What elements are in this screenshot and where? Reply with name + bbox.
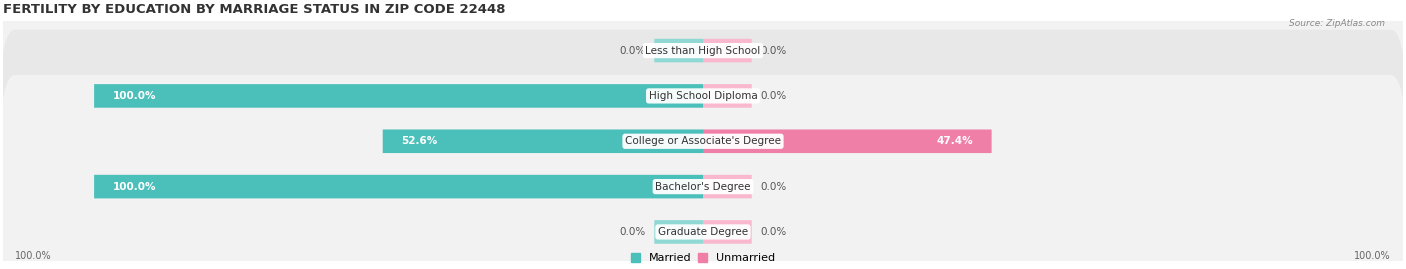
FancyBboxPatch shape <box>0 75 1406 269</box>
FancyBboxPatch shape <box>703 220 752 244</box>
FancyBboxPatch shape <box>703 175 752 199</box>
FancyBboxPatch shape <box>382 129 703 153</box>
Text: FERTILITY BY EDUCATION BY MARRIAGE STATUS IN ZIP CODE 22448: FERTILITY BY EDUCATION BY MARRIAGE STATU… <box>3 3 505 16</box>
FancyBboxPatch shape <box>0 0 1406 253</box>
Text: 100.0%: 100.0% <box>1354 252 1391 261</box>
FancyBboxPatch shape <box>703 129 991 153</box>
Text: 52.6%: 52.6% <box>401 136 437 146</box>
Text: Source: ZipAtlas.com: Source: ZipAtlas.com <box>1289 19 1385 28</box>
Text: Bachelor's Degree: Bachelor's Degree <box>655 182 751 192</box>
Text: 0.0%: 0.0% <box>619 45 645 56</box>
FancyBboxPatch shape <box>654 220 703 244</box>
FancyBboxPatch shape <box>0 0 1406 207</box>
Text: 100.0%: 100.0% <box>112 91 156 101</box>
Text: 0.0%: 0.0% <box>761 45 787 56</box>
Text: 0.0%: 0.0% <box>761 91 787 101</box>
Text: High School Diploma: High School Diploma <box>648 91 758 101</box>
FancyBboxPatch shape <box>703 39 752 62</box>
FancyBboxPatch shape <box>94 84 703 108</box>
FancyBboxPatch shape <box>654 39 703 62</box>
Text: Graduate Degree: Graduate Degree <box>658 227 748 237</box>
Text: 47.4%: 47.4% <box>936 136 973 146</box>
Text: 0.0%: 0.0% <box>761 182 787 192</box>
Legend: Married, Unmarried: Married, Unmarried <box>627 249 779 268</box>
Text: College or Associate's Degree: College or Associate's Degree <box>626 136 780 146</box>
Text: 0.0%: 0.0% <box>619 227 645 237</box>
Text: Less than High School: Less than High School <box>645 45 761 56</box>
FancyBboxPatch shape <box>0 30 1406 269</box>
Text: 100.0%: 100.0% <box>112 182 156 192</box>
Text: 100.0%: 100.0% <box>15 252 52 261</box>
Text: 0.0%: 0.0% <box>761 227 787 237</box>
FancyBboxPatch shape <box>94 175 703 199</box>
FancyBboxPatch shape <box>703 84 752 108</box>
